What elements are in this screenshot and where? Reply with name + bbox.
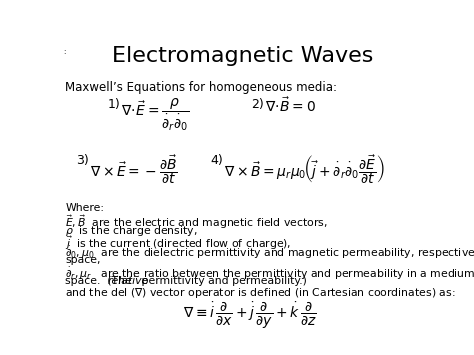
Text: $\vec{E},\vec{B}$  are the electric and magnetic field vectors,: $\vec{E},\vec{B}$ are the electric and m… xyxy=(65,214,328,231)
Text: $\vec{j}$  is the current (directed flow of charge),: $\vec{j}$ is the current (directed flow … xyxy=(65,234,292,252)
Text: space.  (The: space. (The xyxy=(65,276,136,286)
Text: :: : xyxy=(63,49,65,55)
Text: $\dot{\partial}_0,\mu_0$  are the dielectric permittivity and magnetic permeabil: $\dot{\partial}_0,\mu_0$ are the dielect… xyxy=(65,245,474,261)
Text: and the del ($\nabla$) vector operator is defined (in Cartesian coordinates) as:: and the del ($\nabla$) vector operator i… xyxy=(65,286,456,300)
Text: $\nabla \equiv \dot{i}\,\dfrac{\partial}{\partial x} + \dot{j}\,\dfrac{\partial}: $\nabla \equiv \dot{i}\,\dfrac{\partial}… xyxy=(183,300,317,331)
Text: $\nabla \times \vec{B} = \mu_r\mu_0\!\left(\vec{j}+\dot{\partial}_r\dot{\partial: $\nabla \times \vec{B} = \mu_r\mu_0\!\le… xyxy=(224,153,384,186)
Text: $\nabla\!\cdot\!\vec{B} = 0$: $\nabla\!\cdot\!\vec{B} = 0$ xyxy=(264,97,316,115)
Text: $\nabla \times \vec{E} = -\dfrac{\partial\vec{B}}{\partial t}$: $\nabla \times \vec{E} = -\dfrac{\partia… xyxy=(90,153,178,186)
Text: $\dot{\partial}_r, \mu_r$   are the ratio between the permittivity and permeabil: $\dot{\partial}_r, \mu_r$ are the ratio … xyxy=(65,266,474,282)
Text: $\rho$  is the charge density,: $\rho$ is the charge density, xyxy=(65,224,198,238)
Text: Maxwell’s Equations for homogeneous media:: Maxwell’s Equations for homogeneous medi… xyxy=(65,81,337,94)
Text: Electromagnetic Waves: Electromagnetic Waves xyxy=(112,47,374,66)
Text: permittivity and permeability.): permittivity and permeability.) xyxy=(138,276,307,286)
Text: 3): 3) xyxy=(76,154,89,167)
Text: $\nabla\!\cdot\!\vec{E} = \dfrac{\rho}{\dot{\partial}_r\dot{\partial}_0}$: $\nabla\!\cdot\!\vec{E} = \dfrac{\rho}{\… xyxy=(121,97,189,133)
Text: 2): 2) xyxy=(251,98,264,111)
Text: relative: relative xyxy=(107,276,148,286)
Text: 4): 4) xyxy=(210,154,223,167)
Text: 1): 1) xyxy=(107,98,120,111)
Text: Where:: Where: xyxy=(65,203,104,213)
Text: space,: space, xyxy=(65,255,101,265)
